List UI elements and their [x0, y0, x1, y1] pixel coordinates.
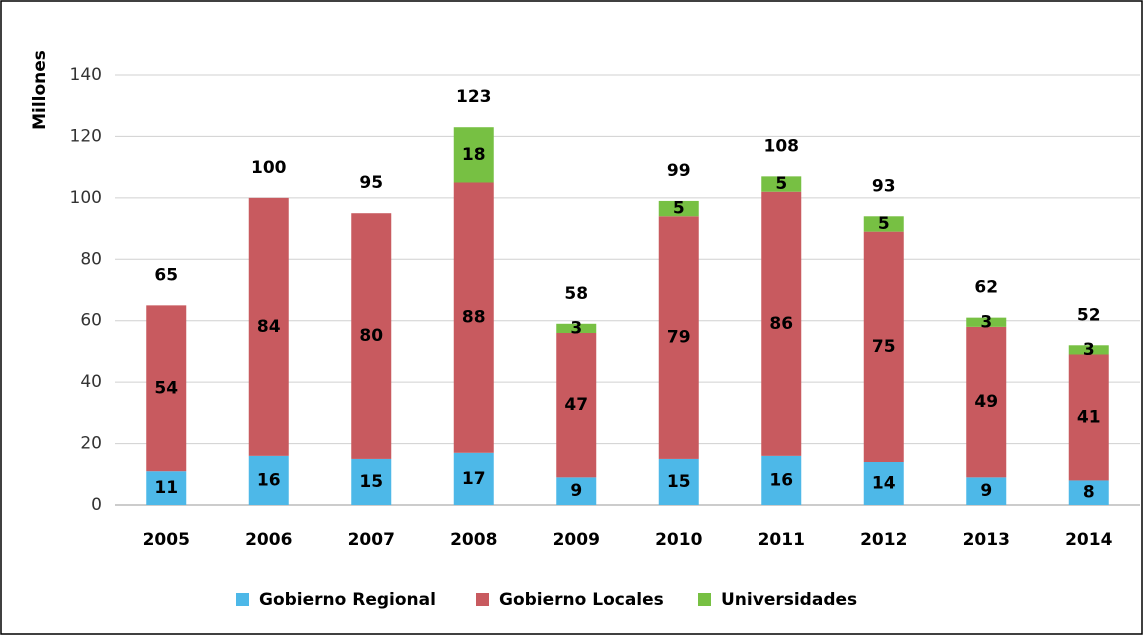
- total-label: 108: [764, 136, 800, 156]
- y-tick-label: 140: [70, 65, 102, 85]
- y-tick-label: 20: [80, 434, 102, 454]
- legend-swatch: [476, 593, 489, 606]
- value-label: 11: [154, 478, 178, 498]
- value-label: 5: [878, 214, 890, 234]
- value-label: 86: [769, 314, 793, 334]
- x-tick-label: 2008: [450, 530, 497, 550]
- x-tick-label: 2006: [245, 530, 292, 550]
- bar-segment: [658, 200, 699, 217]
- bar-segment: [863, 216, 904, 232]
- value-label: 47: [564, 395, 588, 415]
- value-label: 80: [359, 326, 383, 346]
- value-label: 54: [154, 378, 178, 398]
- value-label: 84: [257, 317, 281, 337]
- bar-segment: [761, 455, 802, 505]
- bar-segment: [453, 127, 494, 183]
- y-tick-label: 80: [80, 249, 102, 269]
- legend-label: Gobierno Regional: [259, 590, 436, 610]
- value-label: 3: [1083, 340, 1095, 360]
- bar-segment: [863, 462, 904, 505]
- value-label: 16: [257, 470, 281, 490]
- total-label: 65: [154, 265, 178, 285]
- value-label: 16: [769, 470, 793, 490]
- total-label: 93: [872, 176, 896, 196]
- bar-segment: [556, 477, 597, 505]
- value-label: 49: [974, 392, 998, 412]
- total-label: 95: [359, 173, 383, 193]
- total-label: 58: [564, 284, 588, 304]
- bar-segment: [146, 471, 187, 505]
- bar-segment: [1068, 345, 1109, 355]
- bar-segment: [248, 455, 289, 505]
- bar-segment: [556, 323, 597, 333]
- bar-segment: [1068, 354, 1109, 481]
- x-tick-label: 2013: [963, 530, 1010, 550]
- legend-swatch: [698, 593, 711, 606]
- y-tick-label: 40: [80, 372, 102, 392]
- total-label: 100: [251, 158, 287, 178]
- bar-segment: [453, 452, 494, 505]
- x-tick-label: 2012: [860, 530, 907, 550]
- value-label: 3: [570, 318, 582, 338]
- value-label: 3: [980, 312, 992, 332]
- bar-segment: [658, 216, 699, 459]
- value-label: 5: [775, 174, 787, 194]
- bar-segment: [351, 213, 392, 459]
- bar-segment: [556, 333, 597, 478]
- total-label: 99: [667, 161, 691, 181]
- value-label: 88: [462, 308, 486, 328]
- y-tick-label: 120: [70, 126, 102, 146]
- legend-label: Gobierno Locales: [499, 590, 664, 610]
- bar-segment: [863, 231, 904, 462]
- bar-segment: [761, 176, 802, 192]
- y-tick-label: 0: [91, 495, 102, 515]
- legend-label: Universidades: [721, 590, 857, 610]
- value-label: 79: [667, 328, 691, 348]
- value-label: 17: [462, 469, 486, 489]
- x-tick-label: 2009: [553, 530, 600, 550]
- x-tick-label: 2011: [758, 530, 805, 550]
- bar-segment: [966, 326, 1007, 478]
- bar-segment: [966, 317, 1007, 327]
- bar-segment: [351, 458, 392, 505]
- value-label: 41: [1077, 407, 1101, 427]
- bar-segment: [1068, 480, 1109, 505]
- bar-segment: [248, 197, 289, 456]
- value-label: 9: [570, 481, 582, 501]
- x-tick-label: 2010: [655, 530, 702, 550]
- y-tick-label: 100: [70, 188, 102, 208]
- value-label: 9: [980, 481, 992, 501]
- value-label: 14: [872, 474, 896, 494]
- value-label: 15: [667, 472, 691, 492]
- bar-segment: [761, 191, 802, 456]
- bar-segment: [966, 477, 1007, 505]
- total-label: 123: [456, 87, 492, 107]
- y-axis-label: Millones: [30, 50, 50, 130]
- total-label: 62: [974, 278, 998, 298]
- value-label: 5: [673, 199, 685, 219]
- x-tick-label: 2005: [143, 530, 190, 550]
- bar-segment: [658, 458, 699, 505]
- bar-segment: [453, 182, 494, 453]
- value-label: 75: [872, 337, 896, 357]
- value-label: 8: [1083, 483, 1095, 503]
- bar-segment: [146, 305, 187, 472]
- legend-swatch: [236, 593, 249, 606]
- x-tick-label: 2007: [348, 530, 395, 550]
- x-tick-label: 2014: [1065, 530, 1112, 550]
- y-tick-label: 60: [80, 311, 102, 331]
- total-label: 52: [1077, 305, 1101, 325]
- value-label: 18: [462, 145, 486, 165]
- value-label: 15: [359, 472, 383, 492]
